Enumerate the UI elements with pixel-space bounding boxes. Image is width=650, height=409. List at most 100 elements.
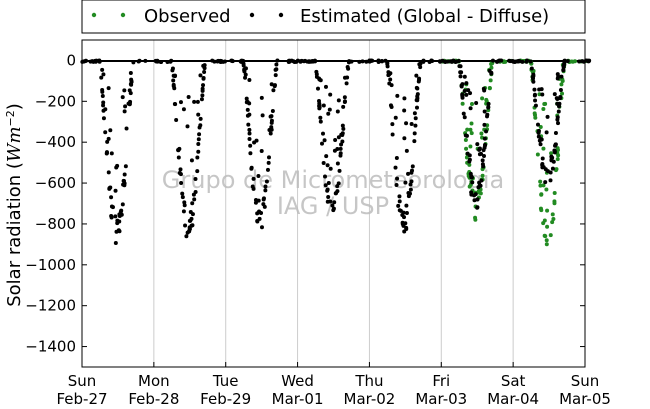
estimated-point: [259, 149, 264, 154]
estimated-point: [182, 200, 187, 205]
y-axis: 0 −200 −400 −600 −800 −1000 −1200 −1400: [25, 51, 585, 356]
estimated-point: [390, 122, 395, 127]
estimated-point: [559, 74, 564, 79]
estimated-point: [418, 61, 423, 66]
estimated-point: [340, 139, 345, 144]
estimated-point: [481, 148, 486, 153]
estimated-point: [482, 136, 487, 141]
estimated-point: [275, 58, 280, 63]
observed-point: [544, 238, 549, 243]
estimated-point: [558, 87, 563, 92]
observed-point: [539, 192, 544, 197]
estimated-point: [464, 92, 469, 97]
estimated-point: [325, 187, 330, 192]
estimated-point: [172, 101, 177, 106]
legend-marker-observed: [91, 12, 97, 18]
estimated-point: [404, 203, 409, 208]
estimated-point: [222, 59, 227, 64]
estimated-point: [274, 62, 279, 67]
estimated-point: [402, 136, 407, 141]
estimated-point: [480, 158, 485, 163]
estimated-point: [176, 148, 181, 153]
estimated-point: [115, 218, 120, 223]
estimated-point: [395, 176, 400, 181]
observed-point: [535, 152, 540, 157]
estimated-point: [249, 165, 254, 170]
estimated-point: [216, 58, 221, 63]
estimated-point: [511, 59, 516, 64]
estimated-point: [322, 138, 327, 143]
estimated-point: [325, 199, 330, 204]
y-tick-label: 0: [66, 51, 76, 69]
estimated-point: [342, 95, 347, 100]
observed-point: [533, 115, 538, 120]
estimated-point: [398, 208, 403, 213]
estimated-point: [200, 93, 205, 98]
observed-point: [543, 101, 548, 106]
estimated-point: [196, 149, 201, 154]
estimated-point: [408, 182, 413, 187]
estimated-point: [533, 98, 538, 103]
estimated-point: [468, 171, 473, 176]
observed-point: [551, 217, 556, 222]
observed-point: [544, 242, 549, 247]
estimated-point: [364, 59, 369, 64]
estimated-point: [315, 86, 320, 91]
estimated-point: [97, 58, 102, 63]
estimated-point: [120, 95, 125, 100]
estimated-point: [499, 58, 504, 63]
estimated-point: [190, 212, 195, 217]
estimated-point: [540, 156, 545, 161]
observed-point: [541, 146, 546, 151]
observed-point: [464, 146, 469, 151]
estimated-point: [199, 97, 204, 102]
estimated-point: [192, 99, 197, 104]
estimated-point: [536, 130, 541, 135]
estimated-point: [414, 105, 419, 110]
estimated-point: [482, 122, 487, 127]
estimated-point: [109, 151, 114, 156]
estimated-point: [305, 59, 310, 64]
estimated-point: [314, 69, 319, 74]
estimated-point: [127, 100, 132, 105]
estimated-point: [477, 180, 482, 185]
estimated-point: [247, 131, 252, 136]
estimated-point: [558, 96, 563, 101]
estimated-point: [556, 74, 561, 79]
estimated-point: [101, 72, 106, 77]
estimated-point: [344, 81, 349, 86]
estimated-point: [508, 59, 513, 64]
estimated-point: [187, 218, 192, 223]
estimated-point: [178, 100, 183, 105]
legend-label-estimated: Estimated (Global - Diffuse): [300, 6, 549, 27]
estimated-point: [103, 107, 108, 112]
estimated-point: [461, 111, 466, 116]
observed-point: [468, 144, 473, 149]
estimated-point: [251, 176, 256, 181]
estimated-point: [479, 151, 484, 156]
estimated-point: [101, 100, 106, 105]
estimated-point: [496, 59, 501, 64]
estimated-point: [409, 121, 414, 126]
estimated-point: [482, 109, 487, 114]
estimated-point: [253, 198, 258, 203]
estimated-point: [180, 195, 185, 200]
estimated-point: [247, 112, 252, 117]
observed-point: [473, 217, 478, 222]
estimated-point: [402, 108, 407, 113]
estimated-point: [337, 168, 342, 173]
estimated-point: [456, 58, 461, 63]
estimated-point: [332, 148, 337, 153]
estimated-point: [129, 79, 134, 84]
estimated-point: [271, 88, 276, 93]
estimated-point: [180, 191, 185, 196]
x-tick-label-day: Sat: [501, 372, 526, 390]
observed-point: [543, 234, 548, 239]
estimated-point: [408, 187, 413, 192]
estimated-point: [469, 192, 474, 197]
x-tick-label-day: Sun: [68, 372, 97, 390]
observed-point: [468, 127, 473, 132]
estimated-point: [264, 179, 269, 184]
estimated-point: [484, 129, 489, 134]
estimated-point: [538, 142, 543, 147]
